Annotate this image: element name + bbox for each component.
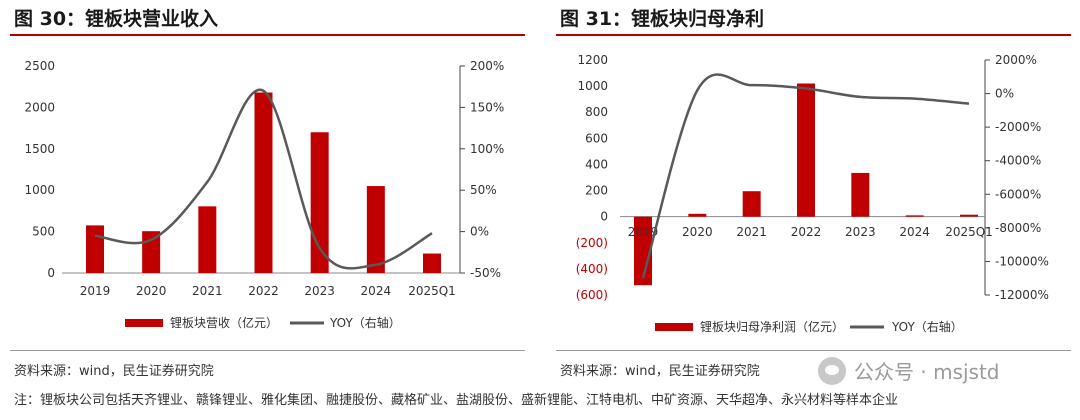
x-tick-label: 2023 [845,225,876,239]
bar [366,186,385,273]
y-tick-left: 500 [32,225,55,239]
y-tick-right: 150% [470,100,504,114]
x-tick-label: 2019 [628,225,659,239]
bar [198,206,217,273]
watermark: 公众号 · msjstd [818,356,1000,385]
legend-label-bar: 锂板块营收（亿元） [170,315,278,330]
chart-title-revenue: 图 30：锂板块营业收入 [14,8,219,30]
bar [742,191,761,217]
y-tick-right: 50% [470,183,497,197]
y-tick-right: 200% [470,59,504,73]
y-tick-left: 0 [47,266,55,280]
y-tick-left: (600) [576,288,608,302]
y-tick-left: 1200 [577,53,608,67]
legend-label-bar: 锂板块归母净利润（亿元） [700,319,844,334]
bar [688,213,707,217]
legend-label-line: YOY（右轴） [329,315,401,330]
y-tick-right: -50% [470,266,501,280]
bar [797,83,815,217]
x-tick-label: 2021 [192,284,223,298]
y-tick-right: -6000% [995,187,1041,201]
y-tick-right: -2000% [995,120,1041,134]
bar [310,132,329,273]
y-tick-left: 0 [600,210,608,224]
y-tick-left: 1000 [24,183,55,197]
y-tick-left: 400 [585,157,608,171]
y-tick-left: 200 [585,184,608,198]
bar [254,92,273,273]
source-text-left: 资料来源：wind，民生证券研究院 [14,364,214,379]
source-separator-left [10,350,525,351]
y-tick-left: (200) [576,236,608,250]
chart-title-net-profit: 图 31：锂板块归母净利 [560,8,765,30]
x-tick-label: 2022 [248,284,279,298]
x-tick-label: 2021 [736,225,767,239]
source-separator-right [556,350,1071,351]
legend-swatch-bar [125,319,163,327]
title-rule-left [10,34,525,36]
x-tick-label: 2020 [682,225,713,239]
y-tick-right: -4000% [995,154,1041,168]
y-tick-right: 2000% [995,53,1037,67]
footnote: 注：锂板块公司包括天齐锂业、赣锋锂业、雅化集团、融捷股份、藏格矿业、盐湖股份、盛… [14,393,899,408]
y-tick-left: 800 [585,105,608,119]
wechat-icon [818,356,846,385]
bar [851,172,870,217]
y-tick-left: 1500 [24,142,55,156]
y-tick-right: 0% [470,225,489,239]
y-tick-left: (400) [576,262,608,276]
x-tick-label: 2025Q1 [945,225,993,239]
x-tick-label: 2022 [791,225,822,239]
bar [423,253,441,273]
bar [634,216,652,286]
source-text-right: 资料来源：wind，民生证券研究院 [560,364,760,379]
x-tick-label: 2024 [899,225,930,239]
y-tick-left: 1000 [577,79,608,93]
y-tick-right: 0% [995,87,1014,101]
y-tick-right: 100% [470,142,504,156]
y-tick-right: -8000% [995,221,1041,235]
x-tick-label: 2023 [304,284,335,298]
y-tick-left: 2000 [24,100,55,114]
watermark-text: 公众号 · msjstd [854,360,1000,384]
y-tick-left: 2500 [24,59,55,73]
x-tick-label: 2019 [80,284,111,298]
bar [86,225,104,273]
legend-label-line: YOY（右轴） [891,319,963,334]
y-tick-right: -10000% [995,254,1049,268]
x-tick-label: 2025Q1 [408,284,456,298]
x-tick-label: 2020 [136,284,167,298]
y-tick-left: 600 [585,131,608,145]
legend-swatch-bar [655,323,693,331]
bar [960,214,978,217]
title-rule-right [556,34,1071,36]
y-tick-right: -12000% [995,288,1049,302]
bar [905,215,924,217]
net-profit-chart: (600) (400) (200) 0 200 400 600 800 1000 1200 -120… [576,53,1049,334]
yoy-line [641,73,970,279]
x-tick-label: 2024 [361,284,392,298]
revenue-chart: 0 500 1000 1500 2000 2500 -50% 0% 50% 100% 150% 200… [24,59,504,330]
